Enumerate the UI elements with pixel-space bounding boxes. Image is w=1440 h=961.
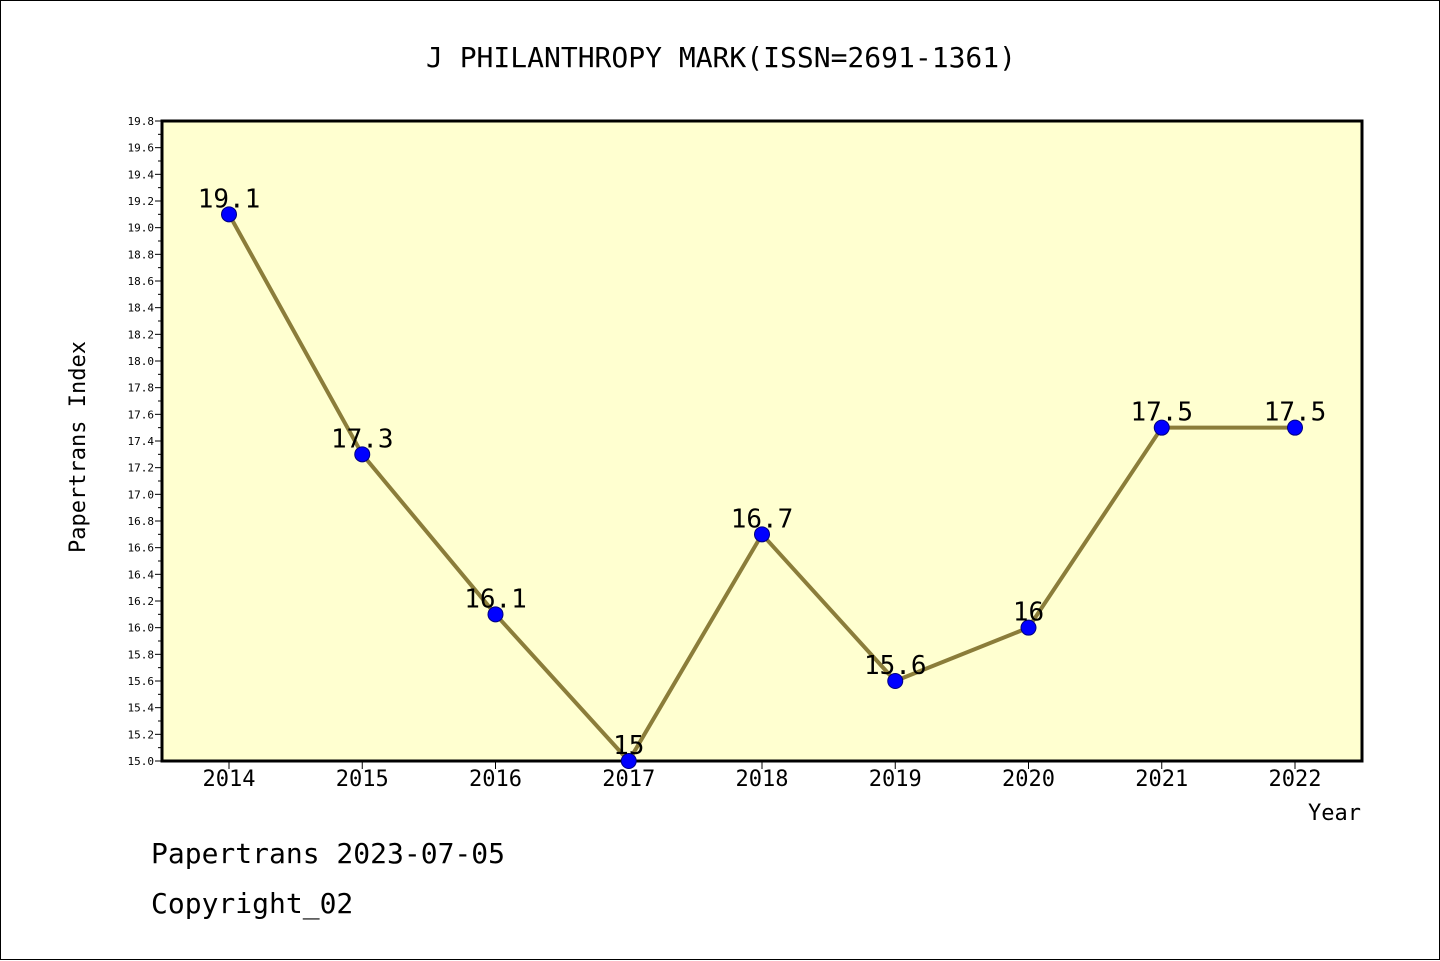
y-tick-label: 16.2 <box>128 595 155 608</box>
x-tick-label: 2019 <box>869 767 922 792</box>
data-label: 16.7 <box>731 504 794 534</box>
data-label: 15.6 <box>864 651 927 681</box>
x-tick-label: 2022 <box>1269 767 1322 792</box>
y-tick-label: 18.4 <box>128 302 155 315</box>
y-tick-label: 15.8 <box>128 648 155 661</box>
data-point <box>1287 419 1303 436</box>
y-tick-label: 17.8 <box>128 382 155 395</box>
x-tick-label: 2017 <box>602 767 655 792</box>
data-label: 16 <box>1013 598 1044 628</box>
x-tick-label: 2020 <box>1002 767 1055 792</box>
data-point <box>1020 619 1037 636</box>
y-tick-label: 16.4 <box>128 568 155 581</box>
x-axis: 2014 2015 2016 2017 2018 2019 2020 2021 2022 <box>203 761 1322 792</box>
data-label: 19.1 <box>198 184 261 214</box>
data-point <box>1153 419 1170 436</box>
y-tick-label: 18.0 <box>128 355 155 368</box>
y-tick-label: 15.6 <box>128 675 155 688</box>
y-tick-label: 16.8 <box>128 515 155 528</box>
data-point <box>620 753 637 769</box>
data-labels: 19.1 17.3 16.1 15 16.7 15.6 16 17.5 17.5 <box>198 184 1327 761</box>
y-tick-label: 19.6 <box>128 142 155 155</box>
data-label: 17.3 <box>331 424 394 454</box>
data-point <box>487 606 504 623</box>
plot-area <box>160 119 1364 763</box>
y-tick-label: 15.0 <box>128 755 155 768</box>
chart-title: J PHILANTHROPY MARK(ISSN=2691-1361) <box>426 41 1016 74</box>
y-tick-label: 17.4 <box>128 435 155 448</box>
x-tick-label: 2021 <box>1135 767 1188 792</box>
data-point <box>754 526 770 543</box>
y-tick-label: 17.6 <box>128 408 155 421</box>
y-tick-label: 18.2 <box>128 328 155 341</box>
x-tick-label: 2016 <box>469 767 522 792</box>
data-label: 15 <box>613 731 644 761</box>
data-label: 17.5 <box>1130 398 1193 428</box>
x-axis-label: Year <box>1308 801 1361 826</box>
y-tick-label: 19.0 <box>128 222 155 235</box>
y-axis: 15.0 15.2 15.4 15.6 15.8 16.0 16.2 16.4 16.6 16.8… <box>128 115 162 768</box>
data-label: 16.1 <box>464 584 527 614</box>
copyright-text: Copyright_02 <box>151 887 354 920</box>
y-axis-label: Papertrans Index <box>66 341 91 553</box>
x-tick-label: 2014 <box>203 767 256 792</box>
data-markers <box>221 206 1303 769</box>
y-tick-label: 19.8 <box>128 115 155 128</box>
y-tick-label: 19.4 <box>128 168 155 181</box>
data-point <box>887 673 904 689</box>
y-tick-label: 19.2 <box>128 195 155 208</box>
y-tick-label: 15.2 <box>128 728 155 741</box>
data-point <box>354 446 371 463</box>
y-tick-label: 16.6 <box>128 542 155 555</box>
y-tick-label: 18.6 <box>128 275 155 288</box>
y-tick-label: 18.8 <box>128 248 155 261</box>
data-label: 17.5 <box>1264 398 1327 428</box>
source-date-text: Papertrans 2023-07-05 <box>151 837 506 870</box>
y-tick-label: 15.4 <box>128 702 155 715</box>
y-tick-label: 16.0 <box>128 622 155 635</box>
y-tick-label: 17.2 <box>128 462 155 475</box>
y-tick-label: 17.0 <box>128 488 155 501</box>
x-tick-label: 2015 <box>336 767 389 792</box>
x-tick-label: 2018 <box>736 767 789 792</box>
data-point <box>221 206 237 223</box>
